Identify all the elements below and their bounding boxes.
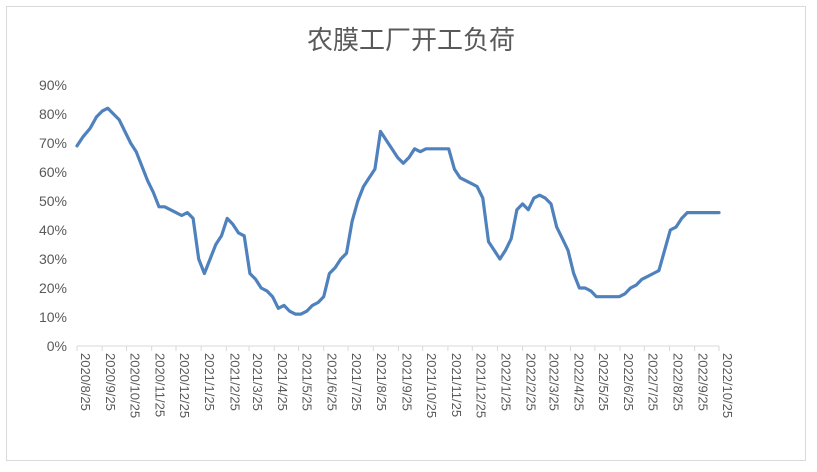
- x-tick-label: 2022/9/25: [696, 353, 711, 411]
- x-tick-label: 2022/7/25: [645, 353, 660, 411]
- x-axis-ticks: 2020/8/25 2020/9/25 2020/10/25 2020/11/25 20…: [76, 346, 735, 418]
- x-tick-label: 2020/9/25: [103, 353, 118, 411]
- series-line: [75, 106, 721, 316]
- x-tick-label: 2022/6/25: [621, 353, 636, 411]
- x-tick-label: 2022/5/25: [596, 353, 611, 411]
- y-axis-ticks: 0% 10% 20% 30% 40% 50% 60% 70% 80% 90%: [39, 77, 67, 354]
- x-tick-label: 2021/2/25: [227, 353, 242, 411]
- y-tick-label: 50%: [39, 193, 67, 209]
- y-tick-label: 60%: [39, 164, 67, 180]
- x-tick-label: 2022/2/25: [524, 353, 539, 411]
- y-tick-label: 90%: [39, 77, 67, 93]
- x-tick-label: 2021/1/25: [202, 353, 217, 411]
- y-tick-label: 40%: [39, 222, 67, 238]
- x-tick-label: 2021/4/25: [275, 353, 290, 411]
- x-tick-label: 2020/12/25: [177, 353, 192, 418]
- x-tick-label: 2021/9/25: [399, 353, 414, 411]
- y-tick-label: 10%: [39, 309, 67, 325]
- y-tick-label: 0%: [47, 338, 67, 354]
- chart-frame: 农膜工厂开工负荷 0% 10% 20% 30% 40% 50% 60% 70% 80% 90% 2…: [6, 6, 806, 461]
- x-tick-label: 2020/10/25: [128, 353, 143, 418]
- x-tick-label: 2021/3/25: [250, 353, 265, 411]
- x-tick-label: 2022/10/25: [720, 353, 735, 418]
- y-tick-label: 20%: [39, 280, 67, 296]
- y-tick-label: 80%: [39, 106, 67, 122]
- x-tick-label: 2021/5/25: [300, 353, 315, 411]
- x-tick-label: 2021/6/25: [325, 353, 340, 411]
- x-tick-label: 2020/8/25: [78, 353, 93, 411]
- x-tick-label: 2022/3/25: [546, 353, 561, 411]
- y-tick-label: 30%: [39, 251, 67, 267]
- x-tick-label: 2022/4/25: [571, 353, 586, 411]
- x-tick-label: 2022/8/25: [670, 353, 685, 411]
- chart-title: 农膜工厂开工负荷: [307, 26, 515, 56]
- x-tick-label: 2021/10/25: [424, 353, 439, 418]
- line-chart: 农膜工厂开工负荷 0% 10% 20% 30% 40% 50% 60% 70% 80% 90% 2…: [39, 26, 735, 418]
- x-tick-label: 2022/1/25: [498, 353, 513, 411]
- x-tick-label: 2020/11/25: [153, 353, 168, 417]
- y-tick-label: 70%: [39, 135, 67, 151]
- x-tick-label: 2021/12/25: [473, 353, 488, 418]
- x-tick-label: 2021/7/25: [349, 353, 364, 411]
- x-tick-label: 2021/8/25: [374, 353, 389, 411]
- x-tick-label: 2021/11/25: [449, 353, 464, 417]
